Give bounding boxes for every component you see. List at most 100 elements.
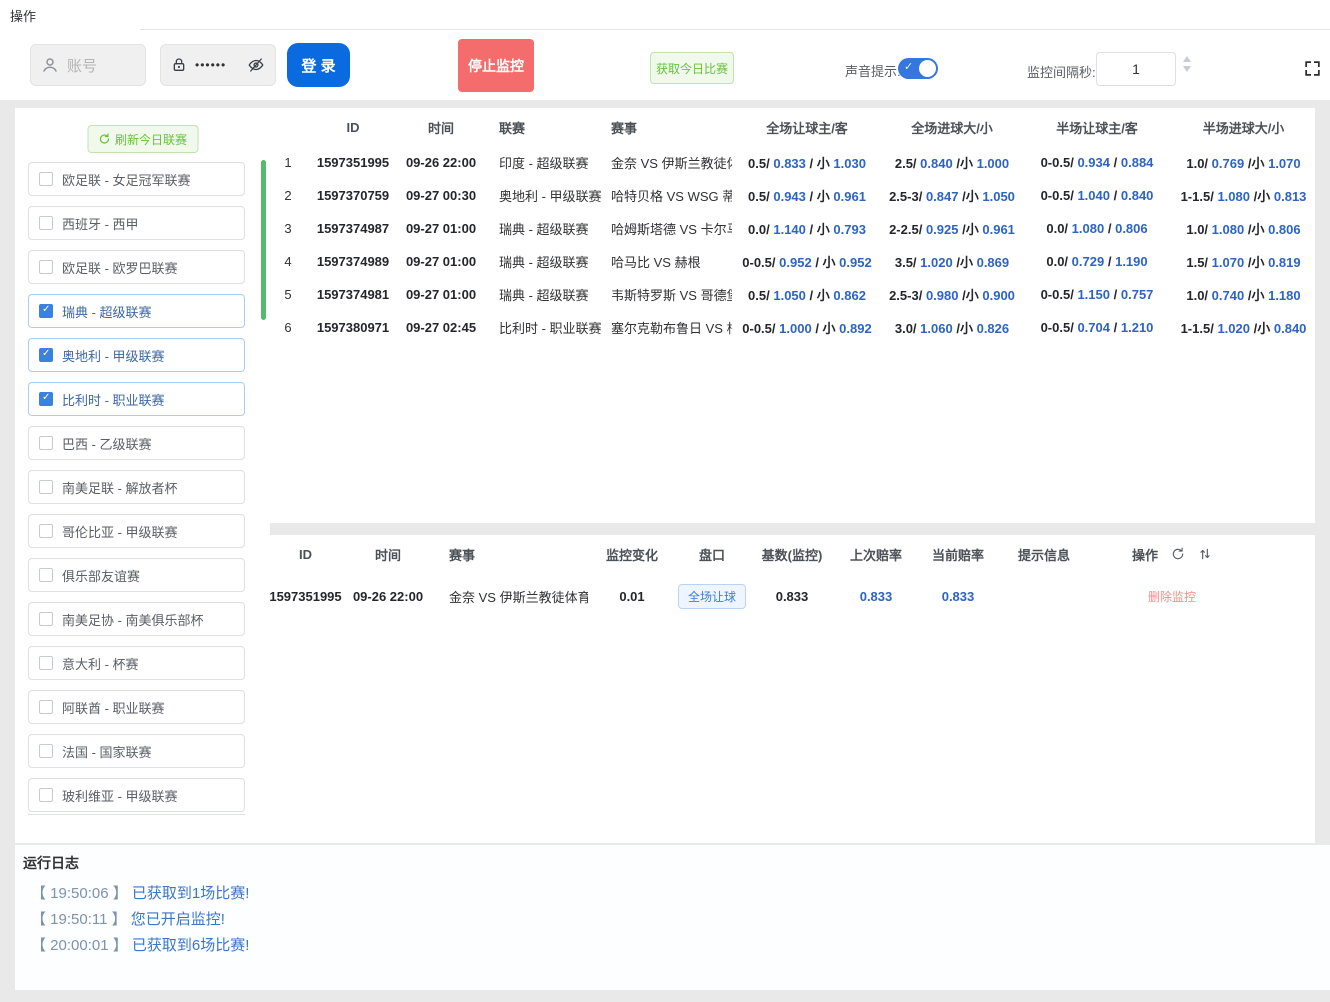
password-input[interactable]: •••••• bbox=[160, 44, 276, 86]
delete-monitor-link[interactable]: 删除监控 bbox=[1147, 589, 1196, 604]
full-handicap-odds: 0.5/ 0.943 / 小 0.961 bbox=[748, 189, 866, 204]
league-label: 西班牙 - 西甲 bbox=[62, 216, 139, 232]
league-checkbox-item[interactable]: 俱乐部友谊赛 bbox=[28, 558, 245, 592]
league-checkbox-item[interactable]: 比利时 - 职业联赛 bbox=[28, 382, 245, 416]
log-message: 您已开启监控! bbox=[130, 911, 225, 928]
league-checkbox[interactable] bbox=[39, 744, 53, 758]
league-checkbox-item[interactable]: 瑞典 - 超级联赛 bbox=[28, 294, 245, 328]
monitor-id: 1597351995 bbox=[269, 588, 342, 604]
match-id: 1597374989 bbox=[316, 254, 390, 269]
league-label: 南美足协 - 南美俱乐部杯 bbox=[62, 612, 204, 628]
monitor-body: 1597351995 09-26 22:00 金奈 VS 伊斯兰教徒体育... … bbox=[268, 573, 1315, 619]
league-checkbox[interactable] bbox=[39, 216, 53, 230]
league-checkbox-item[interactable]: 哥伦比亚 - 甲级联赛 bbox=[28, 514, 245, 548]
league-checkbox[interactable] bbox=[39, 304, 53, 318]
league-checkbox-item[interactable]: 奥地利 - 甲级联赛 bbox=[28, 338, 245, 372]
run-log: 运行日志 【 19:50:06 】 已获取到1场比赛! 【 19:50:11 】… bbox=[15, 845, 1330, 990]
league-checkbox[interactable] bbox=[39, 700, 53, 714]
login-button[interactable]: 登 录 bbox=[287, 43, 350, 87]
toggle-check-icon bbox=[904, 60, 913, 73]
half-handicap-odds: 0.0/ 1.080 / 0.806 bbox=[1046, 221, 1148, 236]
refresh-table-icon[interactable] bbox=[1171, 547, 1185, 561]
refresh-today-leagues-button[interactable]: 刷新今日联赛 bbox=[86, 125, 199, 153]
league-checkbox-item[interactable]: 欧足联 - 女足冠军联赛 bbox=[28, 162, 245, 196]
user-icon bbox=[41, 56, 59, 74]
col-monitor-change: 监控变化 bbox=[605, 547, 658, 563]
league-checkbox[interactable] bbox=[39, 568, 53, 582]
league-checkbox-item[interactable]: 阿联酋 - 职业联赛 bbox=[28, 690, 245, 724]
half-goals-odds: 1-1.5/ 1.020 /小 0.840 bbox=[1180, 321, 1307, 336]
log-entries: 【 19:50:06 】 已获取到1场比赛! 【 19:50:11 】 您已开启… bbox=[23, 881, 1330, 959]
match-time: 09-27 01:00 bbox=[405, 221, 477, 236]
league-checkbox[interactable] bbox=[39, 612, 53, 626]
full-handicap-odds: 0.5/ 0.833 / 小 1.030 bbox=[748, 156, 866, 171]
eye-off-icon[interactable] bbox=[247, 56, 265, 74]
stop-monitor-button[interactable]: 停止监控 bbox=[458, 39, 534, 92]
league-checkbox[interactable] bbox=[39, 436, 53, 450]
tab-operation-label: 操作 bbox=[10, 8, 37, 24]
monitor-row: 1597351995 09-26 22:00 金奈 VS 伊斯兰教徒体育... … bbox=[268, 573, 1315, 619]
match-teams: 哈马比 VS 赫根 bbox=[611, 255, 701, 270]
league-checkbox[interactable] bbox=[39, 348, 53, 362]
league-label: 意大利 - 杯赛 bbox=[62, 656, 139, 672]
league-checkbox-item[interactable]: 巴西 - 乙级联赛 bbox=[28, 426, 245, 460]
col-base-odds: 基数(监控) bbox=[761, 547, 823, 563]
col-actions: 操作 bbox=[1112, 545, 1232, 564]
league-label: 南美足联 - 解放者杯 bbox=[62, 480, 178, 496]
full-goals-odds: 3.0/ 1.060 /小 0.826 bbox=[894, 321, 1010, 336]
password-mask: •••••• bbox=[195, 58, 227, 72]
half-handicap-odds: 0-0.5/ 0.934 / 0.884 bbox=[1040, 155, 1154, 170]
league-checkbox-item[interactable]: 意大利 - 杯赛 bbox=[28, 646, 245, 680]
matches-panel: ID 时间 联赛 赛事 全场让球主/客 全场进球大/小 半场让球主/客 半场进球… bbox=[268, 108, 1315, 523]
league-checkbox-item[interactable]: 玻利维亚 - 甲级联赛 bbox=[28, 778, 245, 812]
league-checkbox-item[interactable]: 南美足协 - 南美俱乐部杯 bbox=[28, 602, 245, 636]
monitor-match: 金奈 VS 伊斯兰教徒体育... bbox=[449, 589, 588, 605]
matches-body: 1 1597351995 09-26 22:00 印度 - 超级联赛 金奈 VS… bbox=[268, 146, 1315, 344]
match-league: 瑞典 - 超级联赛 bbox=[499, 288, 589, 303]
league-checkbox[interactable] bbox=[39, 480, 53, 494]
sort-icon[interactable] bbox=[1198, 547, 1212, 561]
league-checkbox-item[interactable]: 南美足联 - 解放者杯 bbox=[28, 470, 245, 504]
league-checkbox-item[interactable]: 西班牙 - 西甲 bbox=[28, 206, 245, 240]
league-checkbox[interactable] bbox=[39, 524, 53, 538]
sound-alert-label: 声音提示: bbox=[845, 64, 901, 79]
col-tip-info: 提示信息 bbox=[1018, 547, 1071, 563]
account-input[interactable]: 账号 bbox=[30, 44, 146, 86]
league-checkbox[interactable] bbox=[39, 260, 53, 274]
monitor-interval-input[interactable]: 1 bbox=[1096, 52, 1176, 86]
fullscreen-icon[interactable] bbox=[1303, 59, 1322, 78]
col-monitor-match: 赛事 bbox=[449, 547, 476, 563]
half-goals-odds: 1-1.5/ 1.080 /小 0.813 bbox=[1180, 189, 1307, 204]
col-handicap-type: 盘口 bbox=[698, 547, 725, 563]
league-checkbox-item[interactable]: 欧足联 - 欧罗巴联赛 bbox=[28, 250, 245, 284]
interval-stepper[interactable] bbox=[1183, 56, 1191, 72]
col-id: ID bbox=[346, 119, 360, 135]
full-handicap-odds: 0.0/ 1.140 / 小 0.793 bbox=[748, 222, 866, 237]
match-id: 1597370759 bbox=[316, 188, 390, 203]
league-checkbox-item[interactable]: 法国 - 国家联赛 bbox=[28, 734, 245, 768]
list-divider bbox=[28, 814, 245, 815]
account-placeholder: 账号 bbox=[67, 57, 98, 75]
monitor-time: 09-26 22:00 bbox=[352, 588, 424, 604]
league-checkbox[interactable] bbox=[39, 392, 53, 406]
stepper-down-icon[interactable] bbox=[1183, 66, 1191, 72]
match-league: 奥地利 - 甲级联赛 bbox=[499, 189, 602, 204]
full-handicap-odds: 0.5/ 1.050 / 小 0.862 bbox=[748, 288, 866, 303]
league-label: 法国 - 国家联赛 bbox=[62, 744, 152, 760]
league-label: 玻利维亚 - 甲级联赛 bbox=[62, 788, 178, 804]
league-label: 阿联酋 - 职业联赛 bbox=[62, 700, 165, 716]
league-checkbox[interactable] bbox=[39, 172, 53, 186]
match-row: 5 1597374981 09-27 01:00 瑞典 - 超级联赛 韦斯特罗斯… bbox=[268, 278, 1315, 311]
league-checkbox[interactable] bbox=[39, 788, 53, 802]
stepper-up-icon[interactable] bbox=[1183, 56, 1191, 62]
tab-operation[interactable]: 操作 bbox=[0, 0, 140, 30]
get-today-matches-button[interactable]: 获取今日比赛 bbox=[650, 52, 734, 84]
match-row: 4 1597374989 09-27 01:00 瑞典 - 超级联赛 哈马比 V… bbox=[268, 245, 1315, 278]
row-index: 6 bbox=[284, 320, 292, 335]
log-message: 已获取到6场比赛! bbox=[131, 937, 250, 954]
match-teams: 塞尔克勒布鲁日 VS 根特 bbox=[611, 321, 732, 336]
sidebar-scrollbar[interactable] bbox=[261, 160, 266, 320]
league-checkbox[interactable] bbox=[39, 656, 53, 670]
sound-alert-toggle[interactable] bbox=[898, 58, 938, 79]
log-entry: 【 20:00:01 】 已获取到6场比赛! bbox=[23, 933, 1330, 959]
